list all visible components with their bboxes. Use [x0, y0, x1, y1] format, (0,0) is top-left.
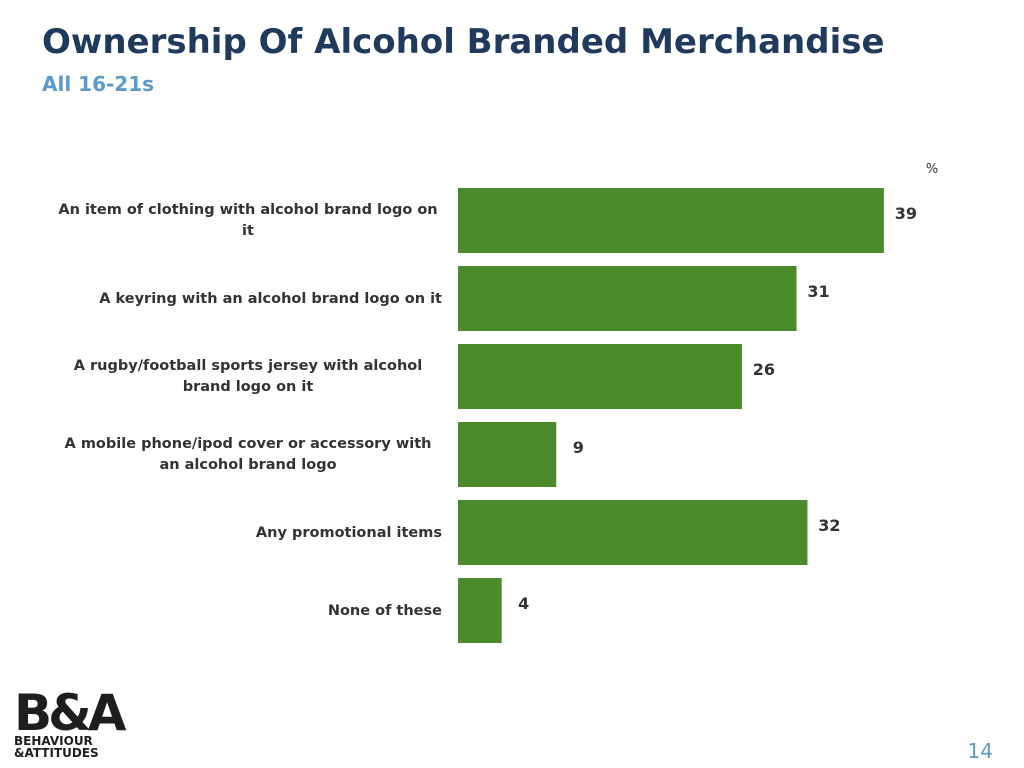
value-label: 31	[807, 282, 829, 301]
category-label-box: An item of clothing with alcohol brand l…	[40, 200, 442, 242]
bar	[458, 578, 502, 643]
category-label-box: Any promotional items	[40, 522, 442, 544]
slide-title: Ownership Of Alcohol Branded Merchandise	[42, 22, 885, 62]
logo: B&A BEHAVIOUR &ATTITUDES	[14, 684, 131, 760]
category-label-box: A mobile phone/ipod cover or accessory w…	[40, 434, 442, 476]
unit-label: %	[926, 162, 938, 177]
category-label: None of these	[327, 602, 442, 619]
logo-text: BEHAVIOUR	[14, 734, 93, 748]
category-label: A rugby/football sports jersey with alco…	[73, 357, 423, 395]
value-label: 32	[818, 516, 840, 535]
value-label: 4	[518, 594, 529, 613]
category-label-box: None of these	[40, 600, 442, 622]
bar	[458, 188, 884, 253]
category-label-box: A rugby/football sports jersey with alco…	[40, 356, 442, 398]
value-label: 26	[753, 360, 775, 379]
category-label: A keyring with an alcohol brand logo on …	[99, 290, 442, 307]
category-label: An item of clothing with alcohol brand l…	[58, 201, 438, 239]
category-label: A mobile phone/ipod cover or accessory w…	[64, 435, 432, 473]
bar	[458, 266, 797, 331]
value-label: 9	[573, 438, 584, 457]
logo-mark: B&A	[14, 684, 127, 742]
slide-subtitle: All 16-21s	[42, 72, 155, 96]
value-label: 39	[895, 204, 917, 223]
page-number: 14	[968, 739, 993, 763]
bar	[458, 500, 808, 565]
bar	[458, 344, 742, 409]
bar	[458, 422, 557, 487]
logo-text: &ATTITUDES	[14, 746, 99, 760]
category-label: Any promotional items	[255, 524, 442, 541]
category-label-box: A keyring with an alcohol brand logo on …	[40, 288, 442, 310]
